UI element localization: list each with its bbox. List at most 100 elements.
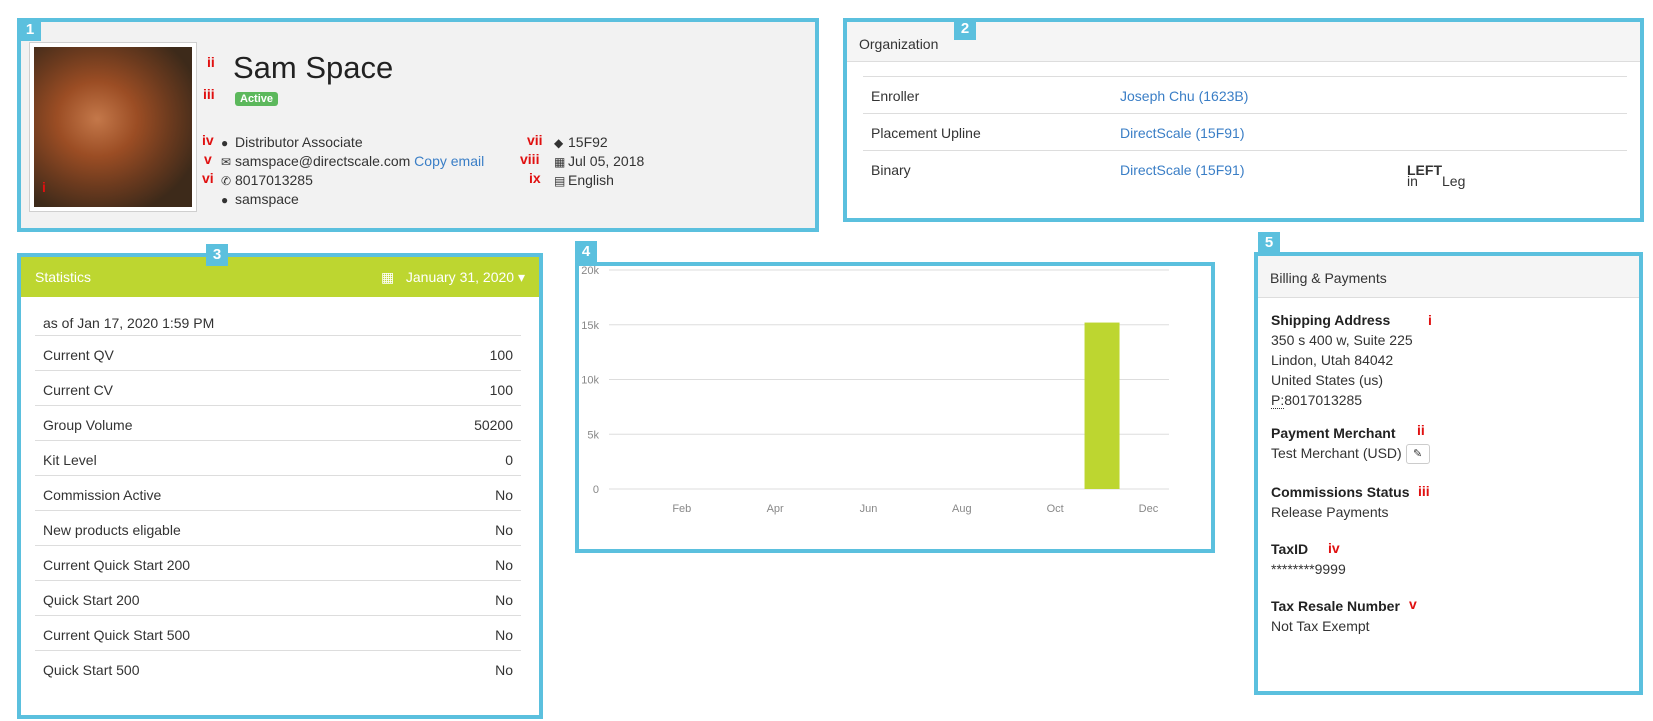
enroller-link[interactable]: Joseph Chu (1623B) <box>1120 88 1249 104</box>
stat-value: No <box>495 627 513 643</box>
stat-value: 100 <box>489 347 513 363</box>
section-number-tag: 2 <box>954 18 976 40</box>
stat-label: Current Quick Start 200 <box>43 557 191 573</box>
billing-header: Billing & Payments <box>1258 256 1639 298</box>
caret-down-icon: ▾ <box>517 269 525 285</box>
stat-value: No <box>495 557 513 573</box>
calendar-icon: ▦ <box>380 269 395 285</box>
chart-panel: 0 5k 10k 15k 20k Feb Apr Jun Aug Oct Dec <box>575 262 1215 553</box>
tax-resale-title: Tax Resale Number <box>1271 598 1400 614</box>
id-line: ◆ 15F92 <box>554 134 608 150</box>
profile-photo <box>34 47 192 207</box>
join-date-text: Jul 05, 2018 <box>568 153 645 169</box>
org-row-label: Binary <box>871 162 911 178</box>
statistics-header: Statistics ▦ January 31, 2020 ▾ <box>21 257 539 297</box>
envelope-icon: ✉ <box>221 155 232 169</box>
rank-text: Distributor Associate <box>235 134 363 150</box>
join-date-line: ▦ Jul 05, 2018 <box>554 153 644 169</box>
phone-line: ✆ 8017013285 <box>221 172 313 188</box>
y-tick-label: 5k <box>587 429 599 441</box>
org-row-label: Enroller <box>871 88 920 104</box>
rank-line: ● Distributor Associate <box>221 134 363 150</box>
stat-value: No <box>495 662 513 678</box>
section-number-tag: 4 <box>575 241 597 263</box>
stat-row: Current QV 100 <box>35 335 521 372</box>
roman-marker: ii <box>1417 422 1425 438</box>
stat-value: No <box>495 592 513 608</box>
profile-panel: i ii Sam Space iii Active iv ● Distributo… <box>17 18 819 232</box>
y-tick-label: 15k <box>581 320 599 332</box>
roman-marker: i <box>42 179 46 195</box>
commissions-status-value: Release Payments <box>1271 504 1389 520</box>
y-tick-label: 20k <box>581 266 599 277</box>
stat-label: Group Volume <box>43 417 133 433</box>
x-tick-label: Apr <box>767 503 784 515</box>
shipping-address: 350 s 400 w, Suite 225 Lindon, Utah 8404… <box>1271 330 1413 410</box>
placement-upline-link[interactable]: DirectScale (15F91) <box>1120 125 1245 141</box>
stat-label: Commission Active <box>43 487 162 503</box>
status-badge: Active <box>235 92 279 106</box>
stat-row: Current Quick Start 200 No <box>35 545 521 582</box>
copy-email-link[interactable]: Copy email <box>414 153 485 169</box>
date-dropdown[interactable]: ▦ January 31, 2020 ▾ <box>381 269 525 286</box>
stat-row: New products eligable No <box>35 510 521 547</box>
section-number-tag: 5 <box>1258 232 1280 254</box>
address-phone: P:8017013285 <box>1271 392 1363 409</box>
address-line: Lindon, Utah 84042 <box>1271 352 1394 368</box>
taxid-value: ********9999 <box>1271 561 1346 577</box>
y-tick-label: 10k <box>581 375 599 387</box>
roman-marker: iv <box>1328 540 1340 556</box>
email-line: ✉ samspace@directscale.com Copy email <box>221 153 484 169</box>
stat-row: Commission Active No <box>35 475 521 512</box>
organization-header: Organization <box>847 22 1640 62</box>
org-row-label: Placement Upline <box>871 125 981 141</box>
roman-marker: i <box>1428 312 1432 328</box>
roman-marker: v <box>1409 596 1417 612</box>
stat-row: Quick Start 500 No <box>35 650 521 687</box>
org-row: Placement Upline DirectScale (15F91) <box>863 113 1627 150</box>
stat-row: Quick Start 200 No <box>35 580 521 617</box>
section-number-tag: 1 <box>19 19 41 41</box>
stat-value: 0 <box>505 452 513 468</box>
username-line: ● samspace <box>221 191 299 207</box>
statistics-title: Statistics <box>35 269 92 285</box>
calendar-icon: ▦ <box>554 155 566 169</box>
roman-marker: iii <box>1418 483 1430 499</box>
stat-label: Current QV <box>43 347 114 363</box>
org-row: Binary DirectScale (15F91) in LEFT Leg <box>863 150 1627 189</box>
email-text[interactable]: samspace@directscale.com <box>235 153 411 169</box>
stat-label: Kit Level <box>43 452 97 468</box>
binary-leg-text: in LEFT Leg <box>1407 162 1466 189</box>
stat-row: Kit Level 0 <box>35 440 521 477</box>
username-text: samspace <box>235 191 299 207</box>
stat-row: Current CV 100 <box>35 370 521 407</box>
payment-merchant: Test Merchant (USD) ✎ <box>1271 443 1430 465</box>
phone-icon: ✆ <box>221 174 232 188</box>
shipping-address-title: Shipping Address <box>1271 312 1391 328</box>
language-text: English <box>568 172 614 188</box>
stat-label: Quick Start 200 <box>43 592 140 608</box>
roman-marker: ix <box>529 170 541 186</box>
stat-row: Current Quick Start 500 No <box>35 615 521 652</box>
roman-marker: iii <box>203 86 215 102</box>
address-line: 350 s 400 w, Suite 225 <box>1271 332 1413 348</box>
profile-name: Sam Space <box>233 50 394 85</box>
stat-row: Group Volume 50200 <box>35 405 521 442</box>
user-icon: ● <box>221 193 229 207</box>
binary-link[interactable]: DirectScale (15F91) <box>1120 162 1245 178</box>
x-tick-label: Feb <box>672 503 691 515</box>
phone-text: 8017013285 <box>235 172 313 188</box>
avatar <box>29 42 197 212</box>
language-icon: ▤ <box>554 174 566 188</box>
stat-value: No <box>495 487 513 503</box>
y-tick-label: 0 <box>593 484 599 496</box>
tag-icon: ◆ <box>554 136 564 150</box>
chart-bar <box>1084 322 1120 489</box>
edit-icon[interactable]: ✎ <box>1405 444 1430 465</box>
stat-label: Current CV <box>43 382 114 398</box>
stat-label: Current Quick Start 500 <box>43 627 191 643</box>
billing-panel: Billing & Payments Shipping Address i 35… <box>1254 252 1643 695</box>
roman-marker: viii <box>520 151 540 167</box>
id-text: 15F92 <box>568 134 608 150</box>
stat-label: Quick Start 500 <box>43 662 140 678</box>
